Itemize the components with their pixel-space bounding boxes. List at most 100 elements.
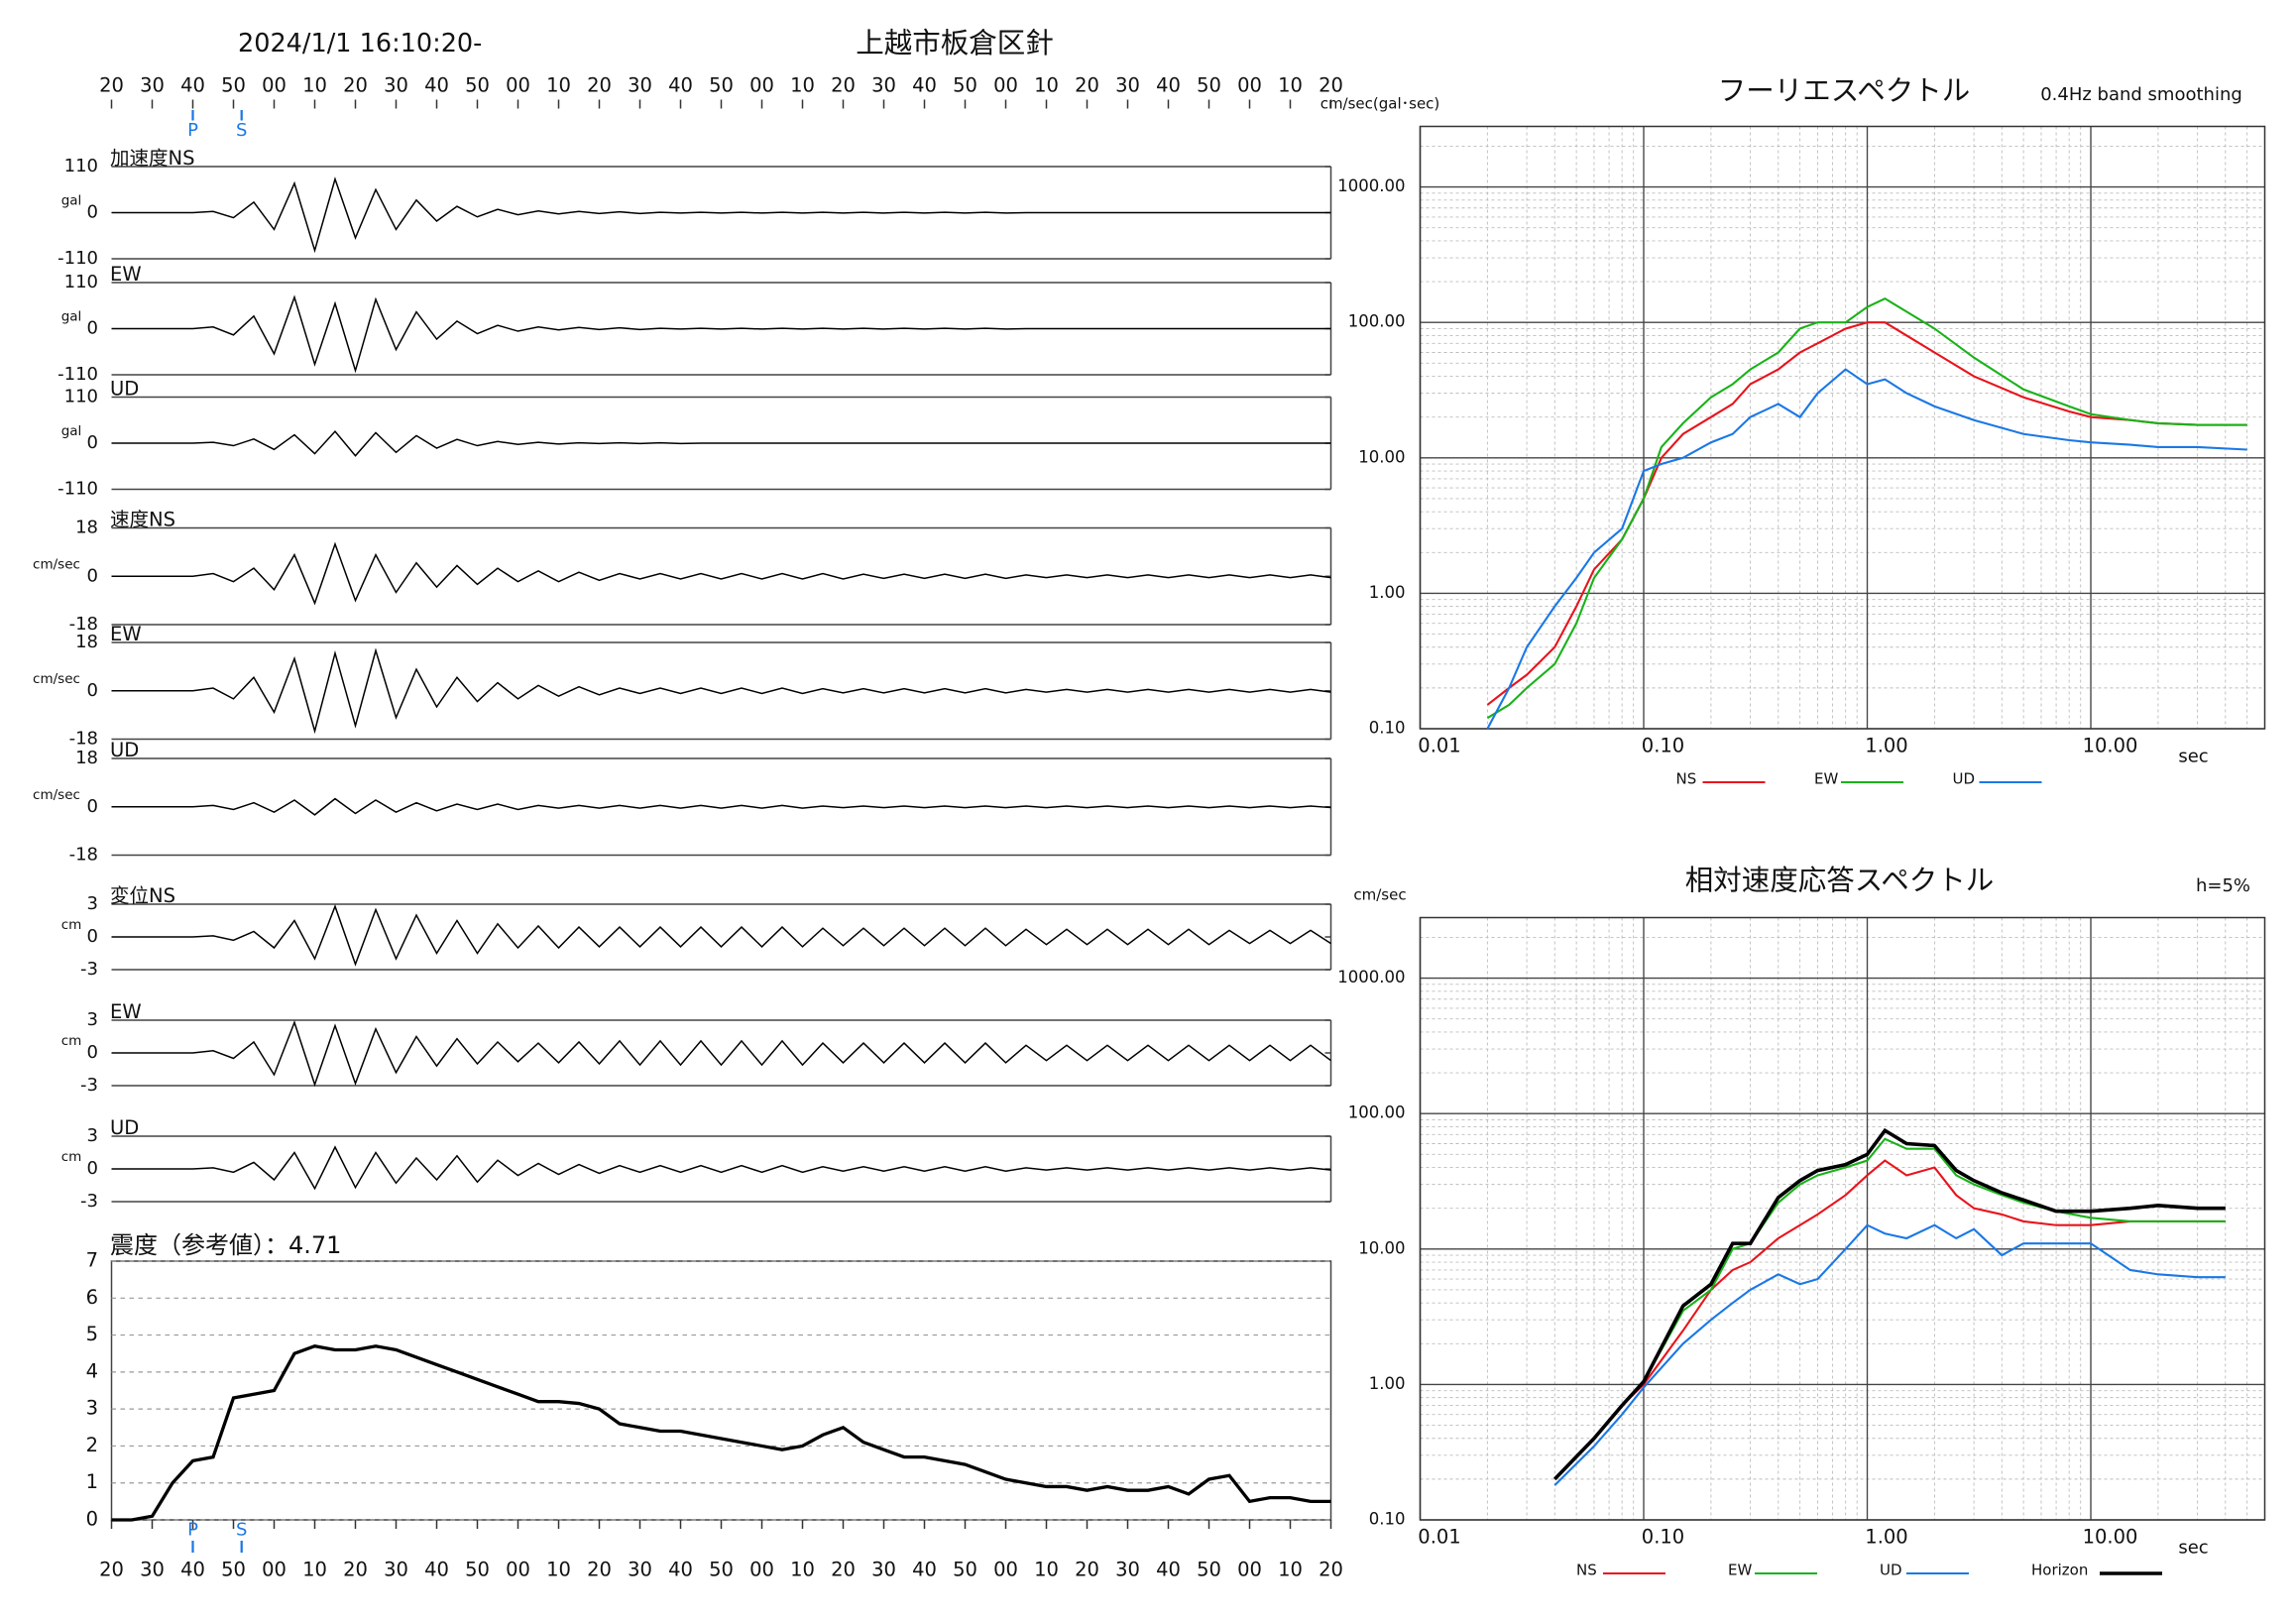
time-tick-label: 50 (221, 1559, 246, 1581)
x-tick-label: 1.00 (1865, 735, 1907, 757)
spectrum-note: 0.4Hz band smoothing (2040, 84, 2242, 105)
unit-label: cm/sec (33, 556, 80, 572)
y-tick-label: 110 (64, 272, 98, 292)
y-tick-label: -18 (69, 845, 98, 866)
waveform (111, 176, 1331, 254)
time-tick-label: 30 (384, 1559, 408, 1581)
time-tick-label: 50 (709, 1559, 734, 1581)
panel-label: EW (110, 623, 142, 645)
time-tick-label: 40 (912, 1559, 937, 1581)
y-tick-label: 0.10 (1369, 719, 1406, 738)
spectrum-title: フーリエスペクトル (1718, 74, 1971, 107)
x-tick-label: 0.01 (1418, 1526, 1460, 1549)
time-tick-label: 50 (953, 74, 977, 97)
time-tick-label: 00 (1237, 1559, 1262, 1581)
time-tick-label: 50 (1197, 74, 1221, 97)
panel-label: 速度NS (110, 509, 175, 531)
x-tick-label: 0.10 (1642, 735, 1684, 757)
y-tick-label: 1.00 (1369, 583, 1406, 602)
spectrum-line (1553, 1159, 2226, 1480)
x-tick-label: 0.10 (1642, 1526, 1684, 1549)
phase-label: P (187, 120, 198, 141)
time-tick-label: 20 (99, 1559, 124, 1581)
time-tick-label: 10 (790, 1559, 815, 1581)
time-tick-label: 50 (221, 74, 246, 97)
spectrum-line (1553, 1223, 2226, 1486)
y-tick-label: 110 (64, 387, 98, 407)
waveform (111, 430, 1331, 457)
waveform (111, 541, 1331, 606)
phase-label: S (236, 1520, 247, 1541)
time-tick-label: 30 (384, 74, 408, 97)
waveform (111, 294, 1331, 374)
panel-label: 加速度NS (110, 147, 194, 170)
time-tick-label: 30 (1115, 74, 1140, 97)
legend-label: NS (1676, 770, 1697, 788)
time-tick-label: 10 (546, 74, 571, 97)
time-tick-label: 10 (1278, 74, 1303, 97)
y-tick-label: 3 (87, 1125, 98, 1146)
y-tick-label: -3 (80, 1075, 98, 1096)
time-tick-label: 20 (1319, 1559, 1343, 1581)
panel-label: UD (110, 739, 139, 761)
y-tick-label: 0 (87, 1042, 98, 1063)
y-tick-label: 3 (87, 1009, 98, 1030)
time-tick-label: 20 (1075, 74, 1099, 97)
record-time: 2024/1/1 16:10:20- (238, 29, 482, 58)
y-tick-label: 18 (75, 748, 98, 768)
time-tick-label: 10 (1034, 1559, 1059, 1581)
station-name: 上越市板倉区針 (856, 27, 1054, 59)
unit-label: gal (61, 423, 82, 439)
y-tick-label: 0 (87, 680, 98, 701)
plot-frame (110, 1260, 1332, 1521)
x-unit: sec (2178, 747, 2208, 767)
time-tick-label: 10 (1278, 1559, 1303, 1581)
time-tick-label: 30 (1115, 1559, 1140, 1581)
intensity-line (111, 1344, 1331, 1522)
time-tick-label: 20 (831, 74, 856, 97)
plot-frame (1419, 916, 2266, 1521)
unit-label: cm (61, 917, 82, 933)
x-tick-label: 10.00 (2083, 1526, 2138, 1549)
legend-label: UD (1953, 770, 1976, 788)
unit-label: cm/sec (33, 787, 80, 803)
y-tick-label: 0 (87, 318, 98, 339)
phase-label: P (187, 1520, 198, 1541)
x-tick-label: 0.01 (1418, 735, 1460, 757)
time-tick-label: 10 (790, 74, 815, 97)
time-tick-label: 30 (628, 74, 652, 97)
time-tick-label: 30 (871, 1559, 896, 1581)
y-tick-label: -18 (69, 729, 98, 750)
y-tick-label: -110 (57, 479, 98, 500)
y-tick-label: 0 (86, 1508, 98, 1531)
y-tick-label: -18 (69, 614, 98, 635)
legend-label: EW (1728, 1562, 1752, 1579)
time-tick-label: 20 (99, 74, 124, 97)
time-tick-label: 00 (1237, 74, 1262, 97)
time-tick-label: 10 (302, 1559, 327, 1581)
x-tick-label: 10.00 (2083, 735, 2138, 757)
time-tick-label: 00 (262, 74, 287, 97)
waveform (111, 797, 1331, 816)
y-tick-label: 100.00 (1348, 1103, 1406, 1122)
spectrum-line (1486, 368, 2247, 730)
unit-label: cm (61, 1149, 82, 1165)
legend-label: EW (1814, 770, 1838, 788)
time-tick-label: 40 (180, 1559, 205, 1581)
y-tick-label: 3 (87, 893, 98, 914)
y-tick-label: -110 (57, 248, 98, 269)
spectrum-line (1486, 296, 2247, 720)
time-tick-label: 40 (180, 74, 205, 97)
time-tick-label: 00 (749, 74, 774, 97)
time-tick-label: 30 (628, 1559, 652, 1581)
time-tick-label: 00 (506, 74, 530, 97)
time-tick-label: 50 (709, 74, 734, 97)
time-tick-label: 10 (546, 1559, 571, 1581)
spectrum-note: h=5% (2196, 875, 2250, 896)
panel-label: 変位NS (110, 884, 175, 907)
time-tick-label: 20 (343, 74, 368, 97)
time-tick-label: 50 (465, 1559, 490, 1581)
time-tick-label: 20 (1075, 1559, 1099, 1581)
time-tick-label: 20 (831, 1559, 856, 1581)
y-unit: cm/sec (1353, 886, 1406, 904)
